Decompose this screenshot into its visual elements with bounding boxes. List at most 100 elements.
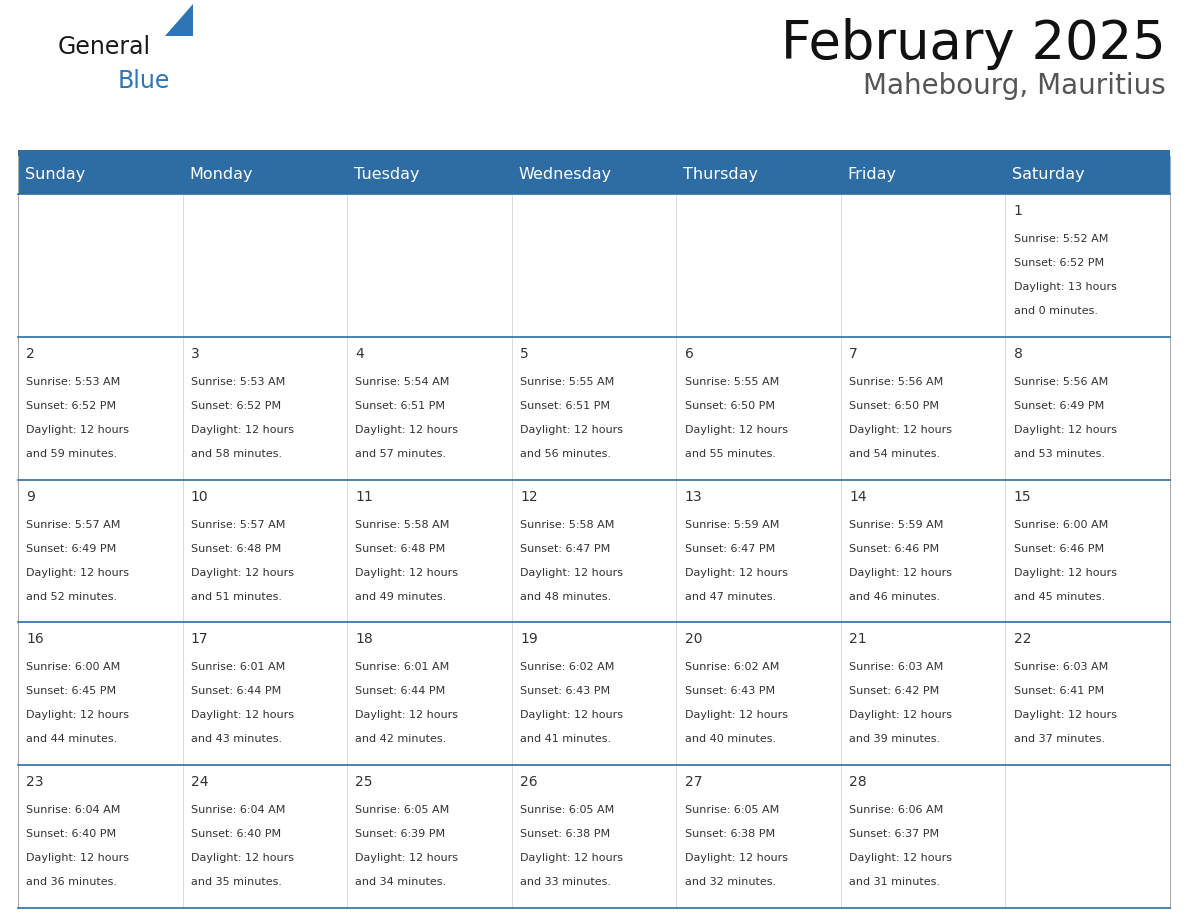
Bar [676,337,841,479]
Bar [1005,766,1170,908]
Text: 13: 13 [684,489,702,504]
Text: Sunset: 6:38 PM: Sunset: 6:38 PM [684,829,775,839]
Text: Wednesday: Wednesday [518,167,612,183]
Text: Sunrise: 6:03 AM: Sunrise: 6:03 AM [1013,663,1108,672]
Bar [18,622,183,766]
Text: Daylight: 12 hours: Daylight: 12 hours [355,711,459,721]
Text: Sunset: 6:48 PM: Sunset: 6:48 PM [191,543,282,554]
Text: 19: 19 [520,633,538,646]
Text: Tuesday: Tuesday [354,167,419,183]
Bar [18,156,1170,194]
Text: and 41 minutes.: and 41 minutes. [520,734,611,744]
Text: Sunset: 6:51 PM: Sunset: 6:51 PM [520,401,609,410]
Text: Sunset: 6:52 PM: Sunset: 6:52 PM [191,401,280,410]
Text: and 51 minutes.: and 51 minutes. [191,591,282,601]
Bar [841,622,1005,766]
Text: Daylight: 12 hours: Daylight: 12 hours [191,711,293,721]
Text: Sunrise: 6:06 AM: Sunrise: 6:06 AM [849,805,943,815]
Text: Sunset: 6:44 PM: Sunset: 6:44 PM [191,687,282,697]
Bar [183,622,347,766]
Bar [347,337,512,479]
Text: Monday: Monday [189,167,253,183]
Text: Sunday: Sunday [25,167,84,183]
Bar [512,194,676,337]
Text: Sunset: 6:37 PM: Sunset: 6:37 PM [849,829,940,839]
Text: February 2025: February 2025 [782,18,1165,70]
Text: 9: 9 [26,489,36,504]
Text: 12: 12 [520,489,537,504]
Text: 11: 11 [355,489,373,504]
Text: Sunrise: 5:56 AM: Sunrise: 5:56 AM [1013,376,1108,386]
Text: 4: 4 [355,347,364,361]
Text: Daylight: 12 hours: Daylight: 12 hours [355,567,459,577]
Text: Sunset: 6:41 PM: Sunset: 6:41 PM [1013,687,1104,697]
Text: Sunrise: 6:05 AM: Sunrise: 6:05 AM [520,805,614,815]
Bar [1005,194,1170,337]
Text: Sunset: 6:40 PM: Sunset: 6:40 PM [26,829,116,839]
Text: Daylight: 12 hours: Daylight: 12 hours [849,853,952,863]
Text: 17: 17 [191,633,208,646]
Text: 15: 15 [1013,489,1031,504]
Text: Sunrise: 6:05 AM: Sunrise: 6:05 AM [355,805,449,815]
Text: Sunrise: 5:53 AM: Sunrise: 5:53 AM [26,376,120,386]
Text: and 35 minutes.: and 35 minutes. [191,878,282,887]
Bar [18,766,183,908]
Text: Sunrise: 6:02 AM: Sunrise: 6:02 AM [684,663,779,672]
Text: and 54 minutes.: and 54 minutes. [849,449,940,459]
Text: and 32 minutes.: and 32 minutes. [684,878,776,887]
Text: Sunset: 6:49 PM: Sunset: 6:49 PM [1013,401,1104,410]
Bar [183,766,347,908]
Text: 10: 10 [191,489,208,504]
Text: and 44 minutes.: and 44 minutes. [26,734,118,744]
Text: Sunset: 6:50 PM: Sunset: 6:50 PM [684,401,775,410]
Text: Sunrise: 5:55 AM: Sunrise: 5:55 AM [520,376,614,386]
Text: Sunrise: 5:53 AM: Sunrise: 5:53 AM [191,376,285,386]
Text: Daylight: 12 hours: Daylight: 12 hours [191,853,293,863]
Text: and 34 minutes.: and 34 minutes. [355,878,447,887]
Text: Sunrise: 6:01 AM: Sunrise: 6:01 AM [191,663,285,672]
Bar [512,766,676,908]
Text: Sunrise: 6:00 AM: Sunrise: 6:00 AM [1013,520,1108,530]
Text: Sunset: 6:47 PM: Sunset: 6:47 PM [520,543,611,554]
Text: Sunset: 6:39 PM: Sunset: 6:39 PM [355,829,446,839]
Text: Sunrise: 5:54 AM: Sunrise: 5:54 AM [355,376,450,386]
Bar [841,337,1005,479]
Text: Sunset: 6:52 PM: Sunset: 6:52 PM [1013,258,1104,268]
Bar [1005,337,1170,479]
Text: and 39 minutes.: and 39 minutes. [849,734,940,744]
Text: Sunrise: 6:04 AM: Sunrise: 6:04 AM [191,805,285,815]
Text: Sunset: 6:45 PM: Sunset: 6:45 PM [26,687,116,697]
Bar [18,194,183,337]
Text: Sunset: 6:44 PM: Sunset: 6:44 PM [355,687,446,697]
Text: Daylight: 12 hours: Daylight: 12 hours [26,567,129,577]
Text: and 36 minutes.: and 36 minutes. [26,878,118,887]
Bar [841,766,1005,908]
Text: and 48 minutes.: and 48 minutes. [520,591,611,601]
Text: Sunset: 6:42 PM: Sunset: 6:42 PM [849,687,940,697]
Text: Daylight: 12 hours: Daylight: 12 hours [520,425,623,435]
Text: and 59 minutes.: and 59 minutes. [26,449,118,459]
Text: and 40 minutes.: and 40 minutes. [684,734,776,744]
Text: Daylight: 12 hours: Daylight: 12 hours [26,425,129,435]
Text: Daylight: 12 hours: Daylight: 12 hours [520,853,623,863]
Text: Sunset: 6:46 PM: Sunset: 6:46 PM [1013,543,1104,554]
Text: and 43 minutes.: and 43 minutes. [191,734,282,744]
Text: Sunrise: 5:55 AM: Sunrise: 5:55 AM [684,376,779,386]
Bar [347,194,512,337]
Text: Sunrise: 5:58 AM: Sunrise: 5:58 AM [520,520,614,530]
Text: Saturday: Saturday [1012,167,1085,183]
Text: 16: 16 [26,633,44,646]
Text: 3: 3 [191,347,200,361]
Text: Sunset: 6:52 PM: Sunset: 6:52 PM [26,401,116,410]
Text: Sunset: 6:43 PM: Sunset: 6:43 PM [520,687,611,697]
Text: Sunrise: 5:59 AM: Sunrise: 5:59 AM [849,520,943,530]
Bar [347,622,512,766]
Text: 5: 5 [520,347,529,361]
Text: and 31 minutes.: and 31 minutes. [849,878,940,887]
Bar [676,479,841,622]
Text: and 52 minutes.: and 52 minutes. [26,591,118,601]
Text: Sunrise: 6:02 AM: Sunrise: 6:02 AM [520,663,614,672]
Text: Sunrise: 5:59 AM: Sunrise: 5:59 AM [684,520,779,530]
Bar [841,194,1005,337]
Text: and 45 minutes.: and 45 minutes. [1013,591,1105,601]
